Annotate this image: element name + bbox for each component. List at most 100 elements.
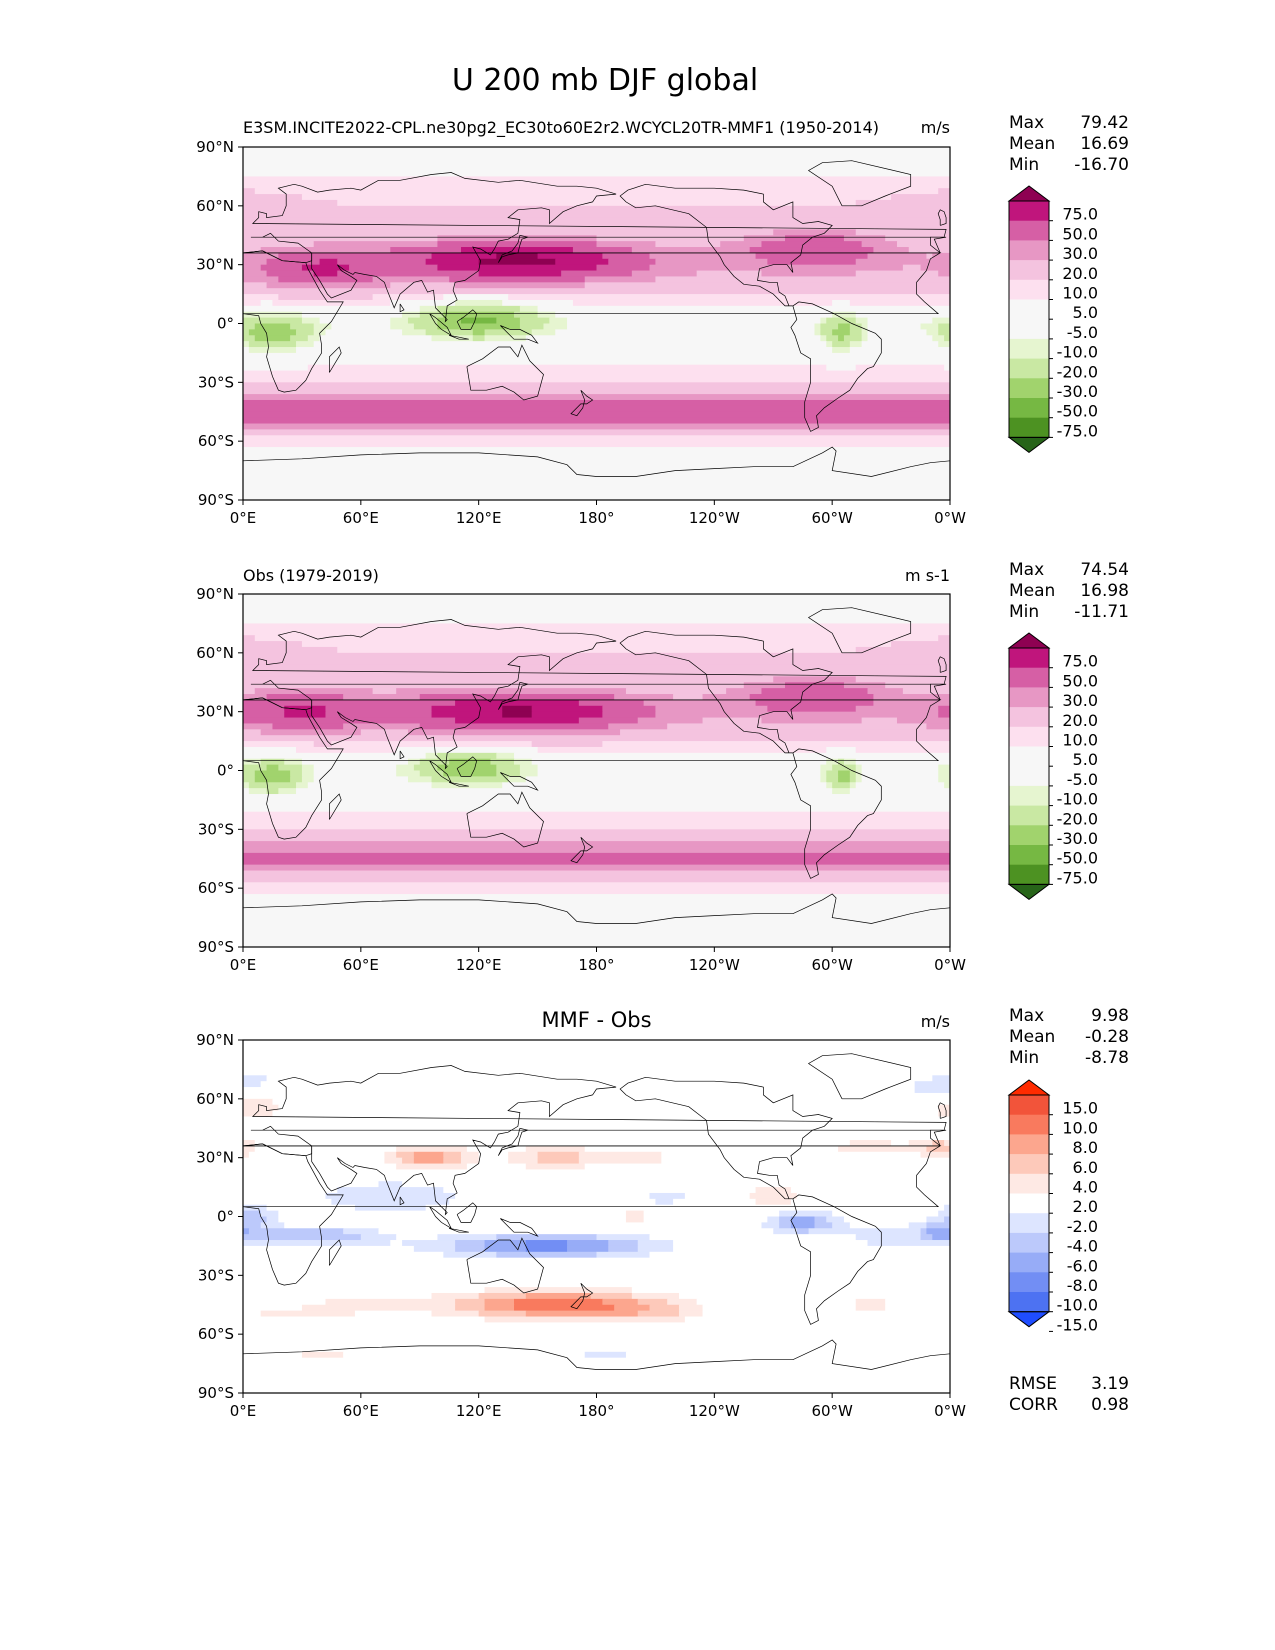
contour-field	[243, 594, 950, 947]
stat-value: 0.98	[1091, 1395, 1129, 1415]
stat-label: Mean	[1009, 1027, 1055, 1047]
y-tick-label: 30°N	[196, 1149, 234, 1167]
x-tick-label: 0°W	[934, 1402, 966, 1420]
x-tick-label: 0°E	[230, 1402, 257, 1420]
colorbar-swatch	[1009, 1232, 1049, 1254]
x-tick-label: 60°E	[343, 956, 379, 974]
x-tick-label: 60°E	[343, 1402, 379, 1420]
panel-title: E3SM.INCITE2022-CPL.ne30pg2_EC30to60E2r2…	[243, 118, 879, 138]
panel-units: m/s	[921, 1012, 950, 1031]
stat-label: Max	[1009, 560, 1044, 580]
y-tick-label: 30°S	[198, 820, 234, 838]
colorbar-swatch	[1009, 825, 1049, 846]
colorbar-swatch	[1009, 1272, 1049, 1293]
stat-value: 9.98	[1091, 1006, 1129, 1026]
coastlines	[243, 160, 950, 477]
colorbar-swatch	[1009, 378, 1049, 399]
map-panel-1: 0°E 60°E 120°E 180° 120°W 60°W 0°W 90°N 60°N 30°N…	[196, 113, 1129, 527]
colorbar-swatch	[1009, 1134, 1049, 1155]
colorbar-label: -10.0	[1057, 343, 1098, 362]
map-panel-3: 0°E 60°E 120°E 180° 120°W 60°W 0°W 90°N 60°N 30°N…	[196, 1006, 1129, 1420]
figure-title: U 200 mb DJF global	[452, 63, 758, 98]
y-tick-label: 30°S	[198, 1266, 234, 1284]
x-tick-label: 180°	[578, 956, 614, 974]
colorbar-label: 50.0	[1062, 224, 1098, 243]
colorbar-swatch	[1009, 648, 1049, 669]
colorbar-swatch	[1009, 766, 1049, 787]
y-tick-label: 90°S	[198, 491, 234, 509]
colorbar-swatch	[1009, 1292, 1049, 1313]
colorbar-label: -10.0	[1057, 790, 1098, 809]
stat-value: -8.78	[1085, 1048, 1129, 1068]
y-tick-label: 30°N	[196, 256, 234, 274]
colorbar-swatch	[1009, 358, 1049, 379]
x-tick-label: 60°W	[811, 509, 853, 527]
colorbar-swatch	[1009, 398, 1049, 419]
stat-label: CORR	[1009, 1395, 1058, 1415]
y-tick-label: 60°S	[198, 1325, 234, 1343]
colorbar: 75.050.030.020.010.05.0-5.0-10.0-20.0-30…	[1007, 185, 1098, 454]
colorbar-label: -30.0	[1057, 829, 1098, 848]
colorbar-label: 30.0	[1062, 244, 1098, 263]
colorbar-extend-top	[1007, 632, 1051, 649]
colorbar-label: 50.0	[1062, 671, 1098, 690]
y-tick-label: 60°N	[196, 644, 234, 662]
colorbar-label: -8.0	[1067, 1276, 1098, 1295]
y-tick-label: 60°S	[198, 432, 234, 450]
colorbar: 75.050.030.020.010.05.0-5.0-10.0-20.0-30…	[1007, 632, 1098, 901]
colorbar-swatch	[1009, 220, 1049, 241]
colorbar-swatch	[1009, 667, 1049, 688]
panel-units: m s-1	[905, 566, 950, 585]
colorbar-swatch	[1009, 1154, 1049, 1175]
panel-title: MMF - Obs	[541, 1008, 651, 1032]
y-tick-label: 90°N	[196, 1031, 234, 1049]
colorbar-label: 5.0	[1073, 750, 1098, 769]
colorbar-swatch	[1009, 1173, 1049, 1194]
x-tick-label: 180°	[578, 1402, 614, 1420]
colorbar-swatch	[1009, 279, 1049, 300]
y-tick-label: 0°	[217, 315, 234, 333]
colorbar-label: -50.0	[1057, 402, 1098, 421]
panel-title: Obs (1979-2019)	[243, 566, 379, 585]
colorbar-extend-top	[1007, 1079, 1051, 1096]
colorbar-label: 30.0	[1062, 691, 1098, 710]
colorbar-swatch	[1009, 338, 1049, 360]
colorbar-label: -50.0	[1057, 849, 1098, 868]
x-tick-label: 120°W	[689, 956, 740, 974]
x-tick-label: 120°E	[456, 1402, 502, 1420]
panel-units: m/s	[921, 118, 950, 137]
colorbar-swatch	[1009, 785, 1049, 807]
colorbar-swatch	[1009, 864, 1049, 885]
y-tick-label: 90°N	[196, 138, 234, 156]
y-tick-label: 90°S	[198, 1384, 234, 1402]
colorbar-swatch	[1009, 417, 1049, 438]
colorbar-swatch	[1009, 260, 1049, 281]
colorbar-label: -20.0	[1057, 809, 1098, 828]
colorbar-label: 75.0	[1062, 652, 1098, 671]
colorbar-label: -15.0	[1057, 1315, 1098, 1334]
y-tick-label: 30°N	[196, 703, 234, 721]
colorbar-label: -6.0	[1067, 1256, 1098, 1275]
stat-label: Min	[1009, 1048, 1039, 1068]
x-tick-label: 0°W	[934, 956, 966, 974]
colorbar-label: -30.0	[1057, 382, 1098, 401]
colorbar-label: -2.0	[1067, 1217, 1098, 1236]
x-tick-label: 120°E	[456, 509, 502, 527]
colorbar-label: 4.0	[1073, 1178, 1098, 1197]
contour-field	[243, 1040, 950, 1393]
colorbar-label: -75.0	[1057, 868, 1098, 887]
y-tick-label: 0°	[217, 1208, 234, 1226]
stat-label: Min	[1009, 602, 1039, 622]
colorbar-swatch	[1009, 1252, 1049, 1273]
coastlines	[243, 1053, 950, 1370]
colorbar-frame	[1008, 1094, 1050, 1313]
colorbar-label: 15.0	[1062, 1099, 1098, 1118]
colorbar: 15.010.08.06.04.02.0-2.0-4.0-6.0-8.0-10.…	[1007, 1079, 1098, 1334]
colorbar-swatch	[1009, 319, 1049, 340]
y-tick-label: 60°S	[198, 879, 234, 897]
stat-value: -16.70	[1074, 155, 1129, 175]
stat-value: -0.28	[1085, 1027, 1129, 1047]
colorbar-label: -4.0	[1067, 1237, 1098, 1256]
colorbar-label: 2.0	[1073, 1197, 1098, 1216]
